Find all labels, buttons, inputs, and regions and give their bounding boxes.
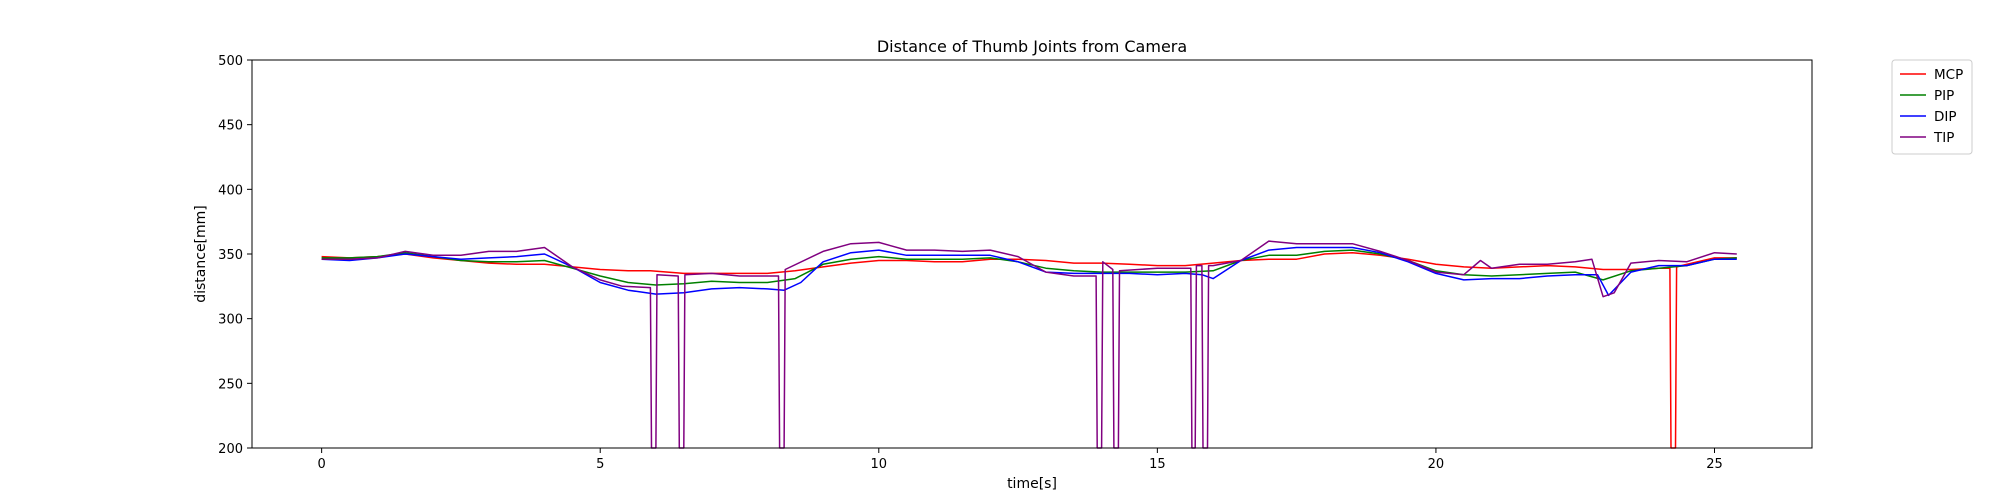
plot-frame [251,59,1813,449]
legend-label-mcp: MCP [1934,67,1963,83]
x-tick-label: 20 [1428,457,1445,472]
x-tick-label: 5 [596,457,604,472]
legend-label-pip: PIP [1934,88,1954,104]
y-tick-label: 450 [218,119,243,134]
x-tick-label: 10 [871,457,888,472]
y-tick-label: 400 [218,183,243,198]
x-tick-label: 25 [1706,457,1723,472]
x-tick-label: 15 [1149,457,1166,472]
legend: MCP PIP DIP TIP [1891,59,1973,155]
y-tick-label: 200 [218,442,243,457]
ticks-layer: 0 5 10 15 20 25 200 250 300 350 400 450 500 [218,54,1723,472]
y-tick-label: 300 [218,313,243,328]
y-tick-label: 250 [218,377,243,392]
legend-label-dip: DIP [1934,109,1957,125]
series-line-mcp [321,251,1737,449]
y-axis-label: distance[mm] [193,205,209,303]
y-tick-label: 350 [218,248,243,263]
x-axis-label: time[s] [1007,476,1057,492]
chart-title: Distance of Thumb Joints from Camera [877,37,1187,56]
x-tick-label: 0 [318,457,326,472]
legend-label-tip: TIP [1933,130,1954,146]
y-tick-label: 500 [218,54,243,69]
legend-box [1891,59,1973,155]
